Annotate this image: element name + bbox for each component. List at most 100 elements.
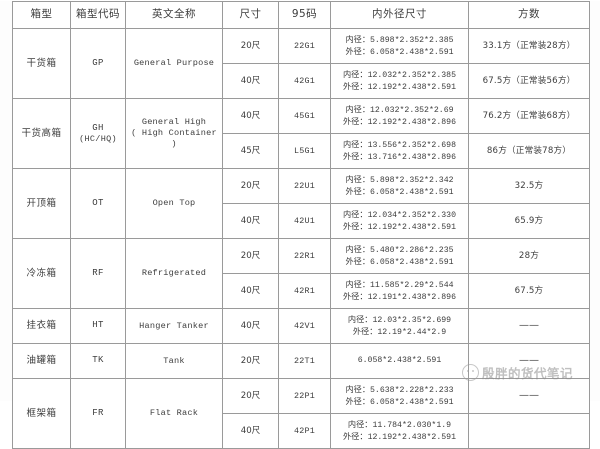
cell-english-name: Tank [125, 343, 223, 379]
outer-dimension: 外径：12.192*2.438*2.896 [342, 116, 457, 127]
cell-iso-code: 22R1 [278, 238, 331, 274]
cell-size: 40尺 [222, 98, 279, 134]
inner-dimension: 内径：11.585*2.29*2.544 [345, 278, 454, 290]
outer-dimension-label: 外径： [342, 291, 368, 301]
cell-size: 20尺 [222, 378, 279, 414]
cell-container-type: 油罐箱 [12, 343, 71, 379]
cell-volume: 33.1方（正常装28方） [468, 28, 590, 64]
inner-dimension: 内径：12.03*2.35*2.699 [347, 313, 452, 325]
cell-iso-code: 42R1 [278, 273, 331, 309]
cell-english-name: General Purpose [125, 28, 223, 99]
cell-iso-code: 42G1 [278, 63, 331, 99]
outer-dimension: 外径：12.192*2.438*2.591 [342, 431, 457, 442]
column-header-english: 英文全称 [125, 1, 223, 29]
table-row: 挂衣箱 HT Hanger Tanker 40尺 42V1 内径：12.03*2.35*2… [12, 308, 590, 344]
cell-iso-code: 42P1 [278, 413, 331, 449]
column-header-iso: 95码 [278, 1, 331, 29]
cell-container-code: OT [70, 168, 126, 239]
cell-dimensions: 内径：12.034*2.352*2.330 外径：12.192*2.438*2.5… [330, 203, 469, 239]
cell-container-code: RF [70, 238, 126, 309]
cell-dimensions: 内径：12.032*2.352*2.385 外径：12.192*2.438*2.5… [330, 63, 469, 99]
table-row: 开顶箱 OT Open Top 20尺 22U1 内径：5.898*2.352*2.342… [12, 168, 590, 239]
inner-dimension-label: 内径： [345, 173, 371, 184]
inner-dimension-label: 内径： [347, 418, 373, 429]
column-header-code: 箱型代码 [70, 1, 126, 29]
table-row: 框架箱 FR Flat Rack 20尺 22P1 内径：5.638*2.228*2.23… [12, 378, 590, 449]
cell-volume: —— [468, 378, 590, 414]
cell-iso-code: 45G1 [278, 98, 331, 134]
column-header-type: 箱型 [12, 1, 71, 29]
inner-dimension-label: 内径： [342, 68, 368, 79]
cell-container-type: 挂衣箱 [12, 308, 71, 344]
cell-iso-code: 42V1 [278, 308, 331, 344]
cell-container-type: 干货高箱 [12, 98, 71, 169]
column-header-size: 尺寸 [222, 1, 279, 29]
inner-dimension-label: 内径： [345, 278, 371, 289]
outer-dimension: 外径：6.058*2.438*2.591 [345, 396, 454, 407]
english-name-line2: ( High Container ) [131, 128, 217, 149]
outer-dimension-label: 外径： [352, 326, 378, 336]
cell-volume: —— [468, 308, 590, 344]
cell-size: 40尺 [222, 63, 279, 99]
cell-volume: 67.5方（正常装56方） [468, 63, 590, 99]
cell-dimensions: 内径：5.638*2.228*2.233 外径：6.058*2.438*2.591 [330, 378, 469, 414]
cell-iso-code: L5G1 [278, 133, 331, 169]
inner-dimension-label: 内径： [345, 33, 371, 44]
inner-dimension: 6.058*2.438*2.591 [357, 355, 442, 365]
table-row: 干货箱 GP General Purpose 20尺 22G1 内径：5.898*2.35… [12, 28, 590, 99]
inner-dimension-label: 内径： [345, 383, 371, 394]
cell-english-name: Hanger Tanker [125, 308, 223, 344]
cell-iso-code: 22G1 [278, 28, 331, 64]
inner-dimension: 内径：13.556*2.352*2.698 [342, 138, 457, 150]
container-code-alias: (HC/HQ) [79, 133, 117, 144]
cell-size: 45尺 [222, 133, 279, 169]
cell-size: 40尺 [222, 203, 279, 239]
inner-dimension-label: 内径： [342, 208, 368, 219]
inner-dimension: 内径：5.480*2.286*2.235 [345, 243, 454, 255]
cell-container-code: GH (HC/HQ) [70, 98, 126, 169]
outer-dimension-label: 外径： [342, 431, 368, 441]
cell-dimensions: 内径：11.585*2.29*2.544 外径：12.191*2.438*2.89… [330, 273, 469, 309]
cell-container-code: TK [70, 343, 126, 379]
cell-dimensions: 6.058*2.438*2.591 [330, 343, 469, 379]
header-row: 箱型 箱型代码 英文全称 尺寸 95码 内外径尺寸 方数 [12, 1, 590, 29]
cell-volume: —— [468, 343, 590, 379]
outer-dimension-label: 外径： [342, 116, 368, 126]
table-row: 40尺 42R1 内径：11.585*2.29*2.544 外径：12.191*2.4… [13, 273, 590, 309]
cell-english-name: General High( High Container ) [125, 98, 223, 169]
cell-container-type: 开顶箱 [12, 168, 71, 239]
cell-english-name: Open Top [125, 168, 223, 239]
table-row: 40尺 42G1 内径：12.032*2.352*2.385 外径：12.192*2.… [13, 63, 590, 99]
cell-iso-code: 22P1 [278, 378, 331, 414]
cell-dimensions: 内径：12.03*2.35*2.699 外径：12.19*2.44*2.9 [330, 308, 469, 344]
cell-size: 40尺 [222, 308, 279, 344]
outer-dimension: 外径：13.716*2.438*2.896 [342, 151, 457, 162]
table-row: 40尺 42U1 内径：12.034*2.352*2.330 外径：12.192*2.… [13, 203, 590, 239]
cell-dimensions: 内径：11.784*2.030*1.9 外径：12.192*2.438*2.591 [330, 413, 469, 449]
cell-iso-code: 22T1 [278, 343, 331, 379]
cell-size: 40尺 [222, 413, 279, 449]
column-header-dimensions: 内外径尺寸 [330, 1, 469, 29]
cell-container-code: GP [70, 28, 126, 99]
cell-volume: 76.2方（正常装68方） [468, 98, 590, 134]
cell-container-type: 冷冻箱 [12, 238, 71, 309]
cell-dimensions: 内径：5.898*2.352*2.342 外径：6.058*2.438*2.591 [330, 168, 469, 204]
table-body: 干货箱 GP General Purpose 20尺 22G1 内径：5.898*2.35… [12, 28, 590, 449]
cell-container-type: 干货箱 [12, 28, 71, 99]
table-row: 冷冻箱 RF Refrigerated 20尺 22R1 内径：5.480*2.286*2… [12, 238, 590, 309]
cell-english-name: Flat Rack [125, 378, 223, 449]
column-header-volume: 方数 [468, 1, 590, 29]
cell-volume: 32.5方 [468, 168, 590, 204]
table-row: 干货高箱 GH (HC/HQ) General High( High Containe… [12, 98, 590, 169]
cell-container-type: 框架箱 [12, 378, 71, 449]
inner-dimension-label: 内径： [345, 243, 371, 254]
inner-dimension: 内径：5.898*2.352*2.342 [345, 173, 454, 185]
inner-dimension: 内径：12.034*2.352*2.330 [342, 208, 457, 220]
container-specification-table: 箱型 箱型代码 英文全称 尺寸 95码 内外径尺寸 方数 干货箱 GP Genera… [12, 1, 590, 449]
outer-dimension-label: 外径： [345, 396, 371, 406]
outer-dimension-label: 外径： [345, 186, 371, 196]
cell-dimensions: 内径：13.556*2.352*2.698 外径：13.716*2.438*2.8… [330, 133, 469, 169]
cell-volume: 86方（正常装78方） [468, 133, 590, 169]
cell-size: 20尺 [222, 168, 279, 204]
cell-english-name: Refrigerated [125, 238, 223, 309]
